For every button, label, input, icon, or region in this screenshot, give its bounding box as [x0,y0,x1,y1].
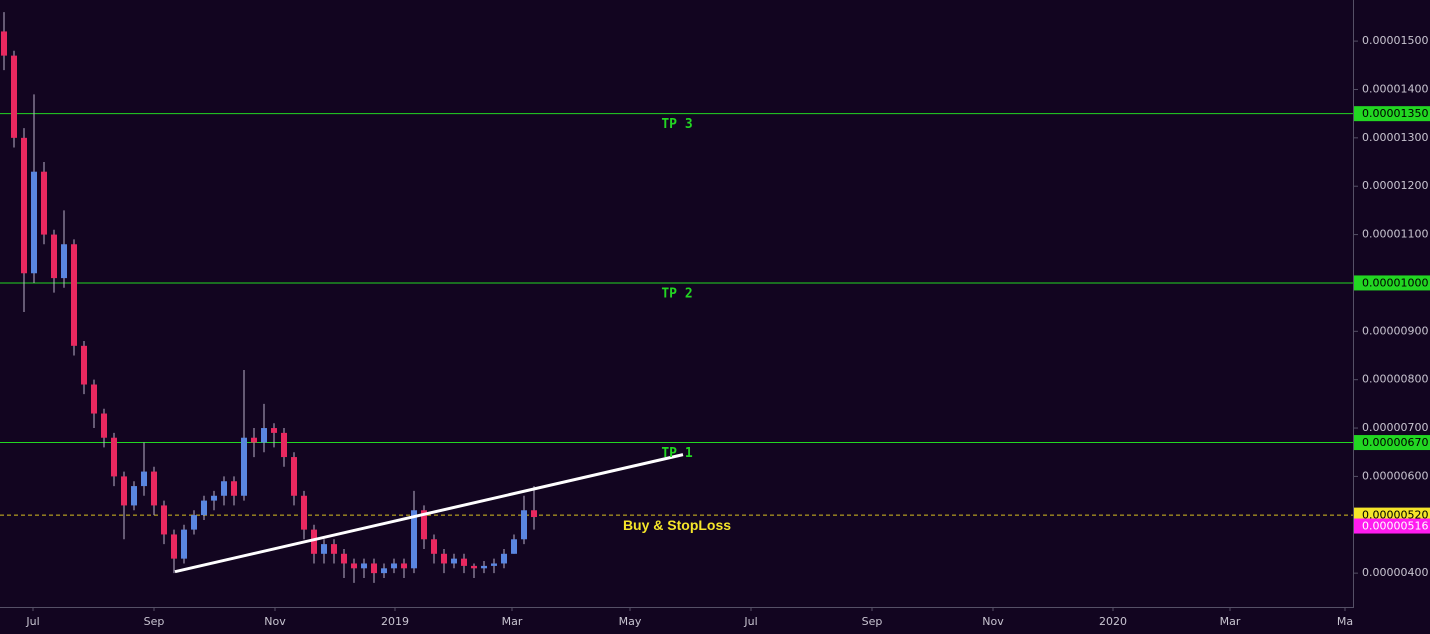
candle-body [381,568,387,574]
candle-body [151,471,157,506]
candle-body [351,563,357,569]
candle-body [201,500,207,516]
level-label: TP 1 [661,446,692,461]
candle-body [501,553,507,564]
price-tag-label: 0.00001350 [1362,107,1428,120]
y-tick-label: 0.00001100 [1362,228,1428,241]
candle-body [211,495,217,501]
candle-body [471,565,477,569]
candle-body [421,510,427,540]
y-tick-label: 0.00001200 [1362,179,1428,192]
candle-body [441,553,447,564]
x-tick-label: Mar [502,615,523,628]
candle-body [521,510,527,540]
candle-body [461,558,467,566]
candle-body [51,234,57,279]
candle-body [371,563,377,574]
price-tag-label: 0.00000670 [1362,436,1428,449]
candle-body [171,534,177,559]
candle-body [161,505,167,535]
candle-body [361,563,367,569]
candle-body [61,244,67,279]
candle-body [511,539,517,554]
candle-body [391,563,397,569]
candle-body [1,31,7,56]
level-label: TP 3 [661,117,692,132]
price-tag-label: 0.00001000 [1362,276,1428,289]
trendline [174,453,684,574]
candle-body [101,413,107,438]
candle-body [481,565,487,569]
candle-body [41,171,47,235]
price-tag [1354,275,1430,291]
candle-body [261,428,267,443]
x-tick-label: Ma [1337,615,1353,628]
x-tick-label: Sep [862,615,883,628]
candle-body [31,171,37,274]
candle-body [71,244,77,346]
y-tick-label: 0.00000400 [1362,566,1428,579]
x-tick-label: May [619,615,642,628]
x-tick-label: Jul [25,615,39,628]
candle-body [21,137,27,274]
candle-body [281,432,287,458]
y-tick-label: 0.00000800 [1362,373,1428,386]
candle-body [81,345,87,385]
candle-body [181,529,187,559]
candle-body [141,471,147,487]
level-label: Buy & StopLoss [623,517,731,533]
candle-body [11,55,17,138]
candle-body [311,529,317,554]
candle-body [271,428,277,433]
x-tick-label: Sep [144,615,165,628]
y-tick-label: 0.00000700 [1362,421,1428,434]
y-tick-label: 0.00000900 [1362,324,1428,337]
y-tick-label: 0.00001500 [1362,34,1428,47]
candle-body [531,510,537,518]
y-tick-label: 0.00001400 [1362,82,1428,95]
candle-body [91,384,97,414]
x-tick-label: Nov [264,615,286,628]
y-tick-label: 0.00001300 [1362,131,1428,144]
x-tick-label: Mar [1220,615,1241,628]
candle-body [341,553,347,564]
last-price-tag [1354,518,1430,534]
candle-body [221,481,227,496]
price-tag-label: 0.00000520 [1362,509,1428,522]
last-price-label: 0.00000516 [1362,520,1428,533]
candle-body [251,437,257,443]
candle-body [411,510,417,569]
candle-body [241,437,247,496]
y-tick-label: 0.00000600 [1362,469,1428,482]
candle-body [451,558,457,564]
candle-body [301,495,307,530]
candle-body [321,544,327,554]
price-tag [1354,435,1430,451]
candle-body [331,544,337,554]
candle-body [111,437,117,477]
candle-body [491,563,497,566]
x-tick-label: 2019 [381,615,409,628]
candle-body [191,515,197,530]
candle-body [291,457,297,496]
x-tick-label: 2020 [1099,615,1127,628]
candle-body [131,486,137,506]
candle-body [401,563,407,569]
level-label: TP 2 [661,286,692,301]
candle-body [431,539,437,554]
price-tag [1354,106,1430,122]
candle-body [231,481,237,496]
x-tick-label: Nov [982,615,1004,628]
candle-body [121,476,127,506]
x-tick-label: Jul [743,615,757,628]
